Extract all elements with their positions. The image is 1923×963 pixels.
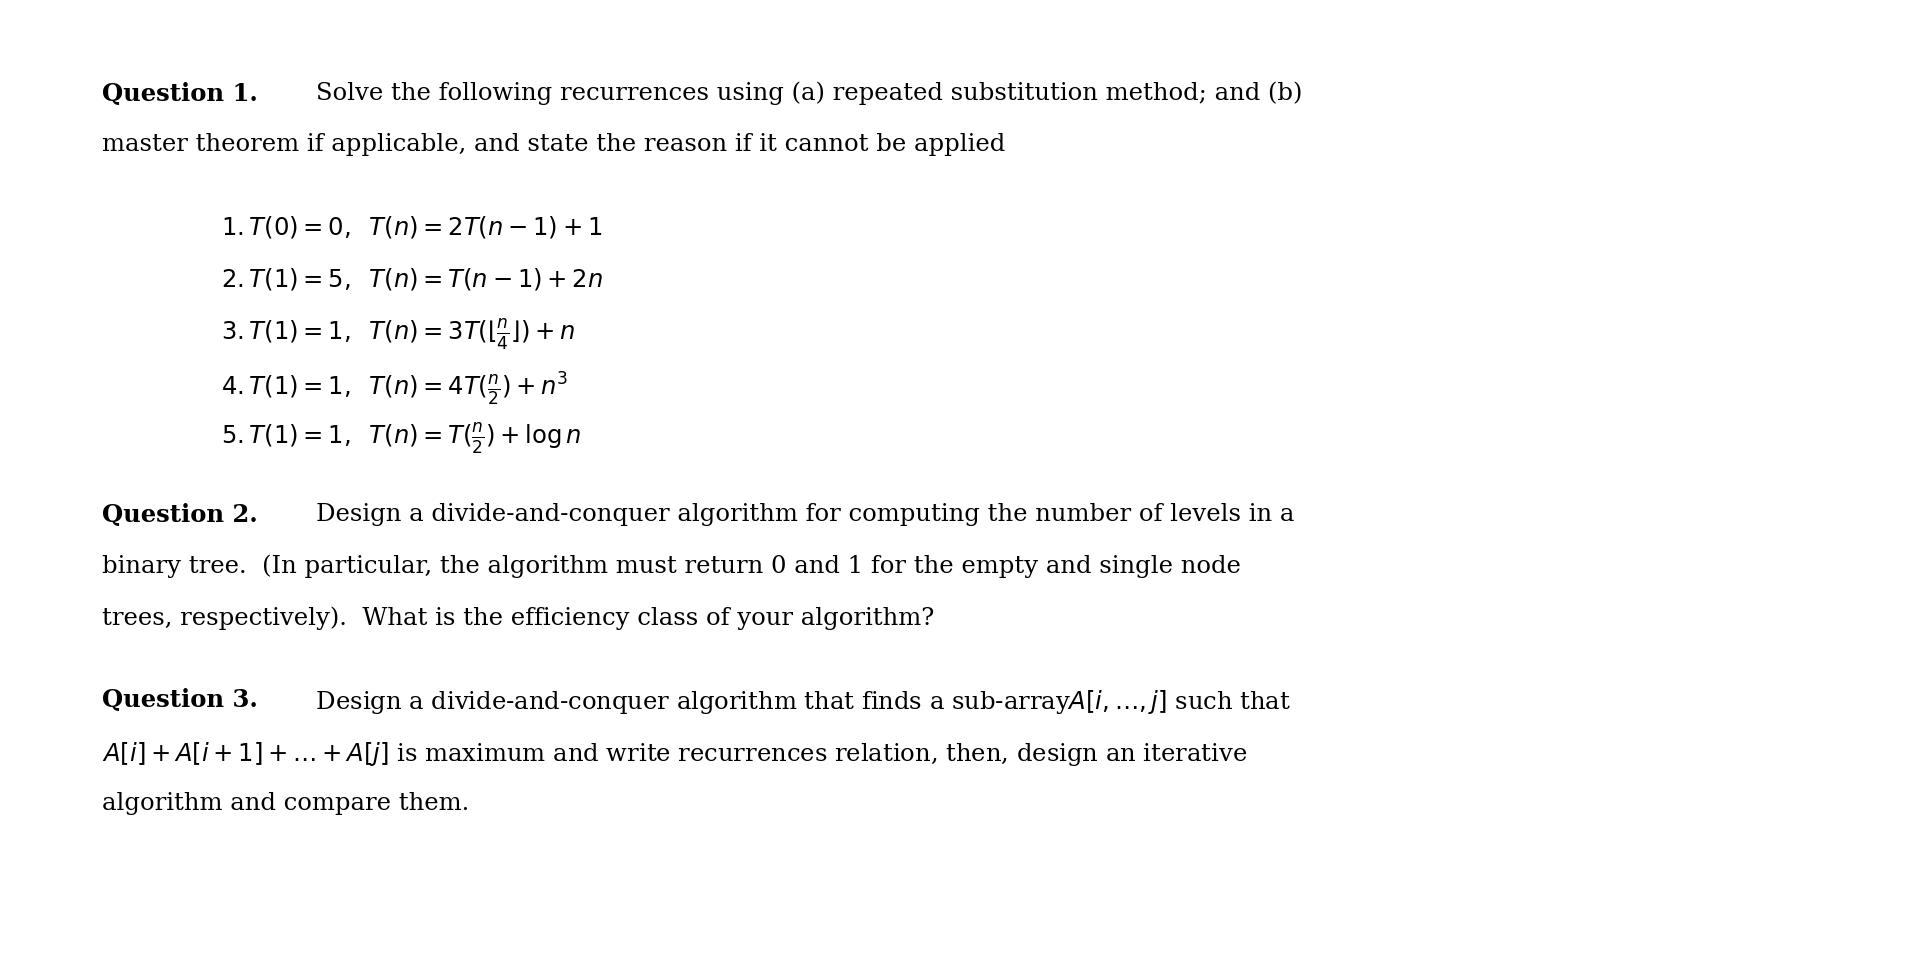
Text: $1.T(0) = 0,\;\; T(n) = 2T(n-1) + 1$: $1.T(0) = 0,\;\; T(n) = 2T(n-1) + 1$ (221, 214, 602, 240)
Text: $5.T(1) = 1,\;\; T(n) = T(\frac{n}{2}) + \log n$: $5.T(1) = 1,\;\; T(n) = T(\frac{n}{2}) +… (221, 422, 583, 456)
Text: algorithm and compare them.: algorithm and compare them. (102, 792, 469, 815)
Text: Design a divide-and-conquer algorithm for computing the number of levels in a: Design a divide-and-conquer algorithm fo… (285, 503, 1294, 526)
Text: Question 2.: Question 2. (102, 503, 258, 527)
Text: Question 3.: Question 3. (102, 688, 258, 712)
Text: $2.T(1) = 5,\;\; T(n) = T(n-1) + 2n$: $2.T(1) = 5,\;\; T(n) = T(n-1) + 2n$ (221, 266, 604, 292)
Text: $4.T(1) = 1,\;\; T(n) = 4T(\frac{n}{2}) + n^3$: $4.T(1) = 1,\;\; T(n) = 4T(\frac{n}{2}) … (221, 370, 569, 406)
Text: $3.T(1) = 1,\;\; T(n) = 3T(\lfloor \frac{n}{4} \rfloor) + n$: $3.T(1) = 1,\;\; T(n) = 3T(\lfloor \frac… (221, 318, 575, 352)
Text: master theorem if applicable, and state the reason if it cannot be applied: master theorem if applicable, and state … (102, 133, 1006, 156)
Text: $A[i] + A[i+1] + \ldots + A[j]$ is maximum and write recurrences relation, then,: $A[i] + A[i+1] + \ldots + A[j]$ is maxim… (102, 740, 1248, 768)
Text: binary tree.  (In particular, the algorithm must return 0 and 1 for the empty an: binary tree. (In particular, the algorit… (102, 555, 1240, 578)
Text: Solve the following recurrences using (a) repeated substitution method; and (b): Solve the following recurrences using (a… (285, 82, 1302, 105)
Text: Question 1.: Question 1. (102, 82, 258, 106)
Text: Design a divide-and-conquer algorithm that finds a sub-array$A[i, \ldots, j]$ su: Design a divide-and-conquer algorithm th… (285, 688, 1290, 716)
Text: trees, respectively).  What is the efficiency class of your algorithm?: trees, respectively). What is the effici… (102, 607, 935, 630)
